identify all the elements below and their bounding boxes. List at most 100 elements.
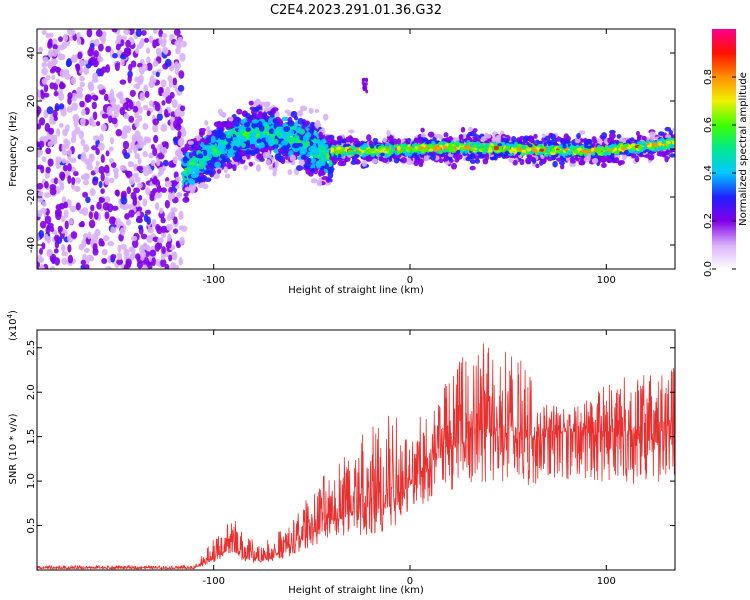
heatmap-cell: [256, 138, 262, 144]
heatmap-cell: [58, 44, 65, 51]
heatmap-cell: [272, 144, 279, 149]
heatmap-cell: [87, 231, 92, 240]
heatmap-cell: [49, 266, 56, 269]
heatmap-cell: [96, 121, 101, 127]
heatmap-cell: [314, 121, 322, 129]
heatmap-cell: [97, 43, 104, 52]
heatmap-cell: [180, 147, 188, 153]
heatmap-cell: [108, 177, 115, 184]
heatmap-cell: [52, 48, 58, 58]
heatmap-cell: [91, 101, 97, 110]
heatmap-cell: [109, 137, 115, 145]
heatmap-cell: [197, 153, 204, 159]
heatmap-cell: [54, 234, 60, 242]
heatmap-cell: [171, 180, 178, 187]
heatmap-cell: [543, 142, 547, 147]
heatmap-cell: [420, 127, 425, 133]
heatmap-cell: [83, 59, 89, 65]
heatmap-cell: [223, 166, 228, 174]
heatmap-cell: [41, 67, 48, 76]
heatmap-cell: [58, 36, 63, 42]
heatmap-cell: [382, 137, 388, 143]
heatmap-cell: [129, 89, 136, 97]
heatmap-cell: [438, 158, 444, 164]
heatmap-cell: [141, 29, 147, 36]
heatmap-cell: [204, 177, 212, 183]
heatmap-cell: [460, 126, 466, 133]
heatmap-cell: [130, 60, 137, 68]
heatmap-cell: [104, 164, 110, 174]
heatmap-cell: [47, 141, 54, 147]
heatmap-cell: [178, 70, 185, 79]
heatmap-cell: [400, 157, 407, 164]
heatmap-cell: [164, 180, 172, 188]
heatmap-cell: [103, 93, 109, 102]
heatmap-cell: [210, 135, 216, 144]
heatmap-cell: [430, 154, 436, 161]
heatmap-cell: [85, 94, 92, 103]
heatmap-cell: [386, 129, 391, 137]
heatmap-cell: [122, 102, 130, 110]
heatmap-cell: [199, 141, 205, 148]
heatmap-cell: [67, 175, 72, 184]
heatmap-cell: [109, 97, 117, 105]
heatmap-cell: [284, 109, 291, 114]
heatmap-cell: [493, 152, 498, 158]
heatmap-cell: [438, 146, 442, 151]
heatmap-cell: [55, 204, 63, 211]
heatmap-cell: [146, 62, 153, 72]
heatmap-cell: [268, 128, 275, 135]
heatmap-cell: [310, 178, 318, 184]
heatmap-cell: [38, 117, 46, 126]
heatmap-cell: [619, 137, 626, 144]
heatmap-cell: [364, 149, 370, 155]
heatmap-cell: [174, 61, 179, 70]
heatmap-cell: [356, 159, 361, 165]
heatmap-cell: [64, 220, 69, 230]
heatmap-cell: [390, 145, 396, 150]
heatmap-cell: [288, 129, 295, 137]
heatmap-cell: [40, 207, 47, 214]
heatmap-cell: [477, 151, 483, 156]
heatmap-cell: [139, 92, 146, 102]
heatmap-cell: [45, 74, 51, 81]
heatmap-cell: [79, 75, 86, 82]
heatmap-cell: [173, 136, 178, 146]
heatmap-cell: [140, 233, 148, 240]
heatmap-cell: [216, 169, 222, 174]
heatmap-cell: [127, 147, 133, 154]
heatmap-cell: [81, 174, 87, 180]
heatmap-cell: [152, 60, 159, 67]
heatmap-cell: [77, 51, 83, 60]
heatmap-cell: [159, 258, 167, 268]
heatmap-cell: [98, 166, 106, 174]
heatmap-cell: [345, 136, 352, 143]
heatmap-cell: [156, 143, 164, 152]
heatmap-cell: [88, 153, 95, 163]
heatmap-cell: [477, 154, 485, 159]
heatmap-cell: [100, 172, 105, 182]
heatmap-cell: [71, 177, 76, 185]
heatmap-cell: [134, 130, 141, 140]
heatmap-cell: [188, 152, 193, 159]
heatmap-cell: [178, 210, 184, 220]
heatmap-cell: [85, 196, 91, 204]
heatmap-cell: [69, 157, 77, 163]
heatmap-cell: [105, 266, 112, 269]
heatmap-cell: [134, 153, 140, 160]
heatmap-cell: [179, 236, 185, 246]
heatmap-cell: [100, 35, 107, 43]
heatmap-cell: [107, 240, 115, 247]
heatmap-cell: [272, 171, 277, 177]
heatmap-cell: [58, 122, 64, 128]
heatmap-cell: [67, 92, 73, 100]
heatmap-cell: [38, 140, 45, 148]
heatmap-cell: [91, 94, 99, 101]
heatmap-cell: [226, 161, 232, 170]
heatmap-cell: [60, 215, 66, 223]
heatmap-cell: [49, 226, 55, 233]
heatmap-cell: [245, 127, 252, 132]
heatmap-cell: [144, 37, 149, 43]
heatmap-cell: [72, 113, 80, 122]
heatmap-cell: [175, 47, 181, 55]
